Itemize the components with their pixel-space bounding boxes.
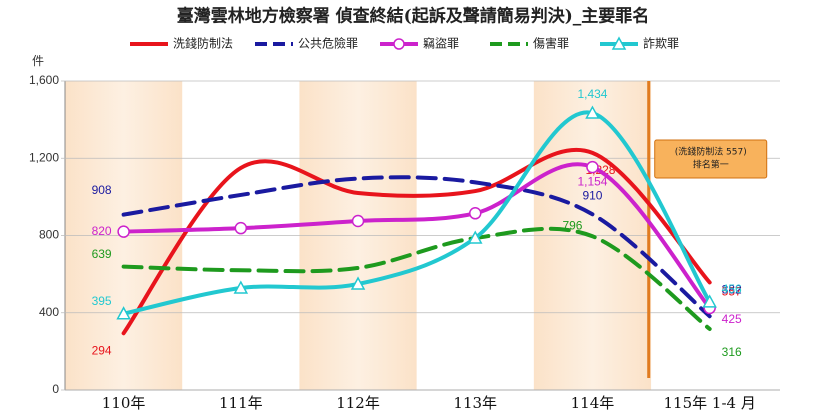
data-label: 316 (722, 345, 742, 359)
point-marker (116, 306, 131, 320)
point-marker (468, 207, 482, 220)
legend-label: 公共危險罪 (298, 36, 358, 51)
x-tick-label: 113年 (453, 394, 497, 412)
data-label: 820 (92, 224, 112, 238)
data-label: 456 (722, 282, 742, 296)
point-marker (351, 214, 365, 228)
point-marker (234, 221, 248, 235)
annotation: (洗錢防制法 557) (675, 146, 747, 158)
x-tick-label: 112年 (336, 394, 380, 412)
y-tick-label: 400 (39, 305, 59, 319)
legend-label: 傷害罪 (533, 36, 569, 51)
data-label: 382 (722, 282, 742, 296)
data-label: 1,434 (577, 87, 607, 101)
annotation: 排名第一 (693, 159, 729, 171)
x-tick-label: 114年 (571, 394, 615, 412)
data-label: 910 (582, 188, 602, 202)
data-label: 908 (92, 183, 112, 197)
series-line (121, 175, 712, 319)
point-marker (117, 225, 130, 238)
legend-marker (611, 36, 627, 50)
data-label: 395 (92, 294, 112, 308)
series-line (121, 226, 712, 331)
point-marker (350, 276, 366, 290)
data-label: 425 (722, 312, 742, 326)
data-label: 294 (92, 343, 112, 357)
x-tick-label: 115年 1-4 月 (664, 394, 756, 412)
point-marker (467, 230, 483, 244)
series-line (121, 147, 712, 336)
annotation-box (654, 139, 768, 179)
x-tick-label: 110年 (102, 394, 146, 412)
data-label: 796 (562, 218, 582, 232)
point-marker (702, 294, 717, 308)
data-label: 639 (92, 247, 112, 261)
y-tick-label: 1,600 (29, 73, 59, 87)
point-marker (586, 160, 599, 174)
y-tick-label: 1,200 (29, 150, 59, 164)
x-tick-label: 111年 (219, 394, 263, 412)
point-marker (233, 280, 249, 294)
legend-label: 洗錢防制法 (173, 36, 233, 51)
data-label: 1,154 (577, 174, 607, 188)
point-marker (585, 105, 600, 119)
data-label: 557 (722, 285, 742, 299)
y-tick-label: 800 (39, 228, 59, 242)
legend-label: 竊盜罪 (423, 36, 459, 51)
y-tick-label: 0 (52, 382, 59, 396)
legend-marker (393, 38, 405, 50)
legend-label: 詐欺罪 (643, 36, 679, 51)
chart-title: 臺灣雲林地方檢察署 偵查終結(起訴及聲請簡易判決)_主要罪名 (177, 6, 650, 27)
y-axis-label: 件 (32, 54, 44, 68)
